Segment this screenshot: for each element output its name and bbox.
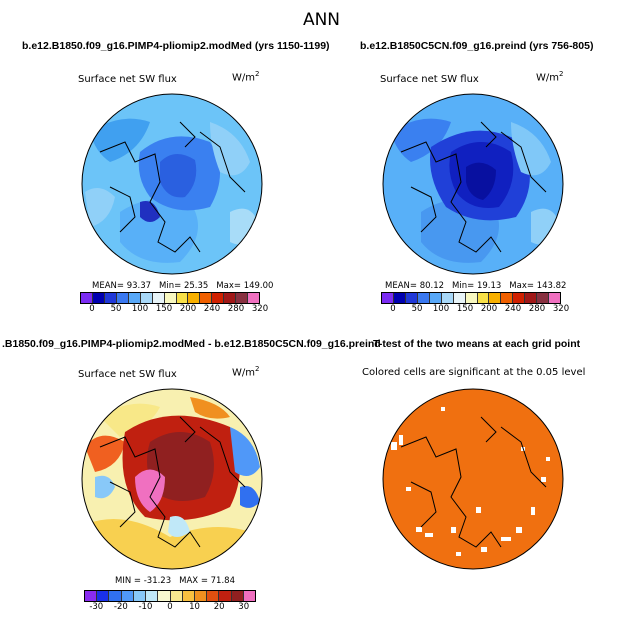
colorbar-swatch	[513, 293, 526, 303]
panel-2-stats: MEAN= 80.12 Min= 19.13 Max= 143.82	[385, 281, 567, 291]
colorbar-swatch	[549, 293, 561, 303]
colorbar-tick-label: 100	[131, 304, 149, 314]
panel-2-units: W/m2	[536, 70, 564, 84]
colorbar-swatch	[429, 293, 442, 303]
colorbar-swatch	[128, 293, 141, 303]
colorbar-swatch	[417, 293, 430, 303]
panel-4-polar-map	[382, 388, 564, 570]
panel-2-colorbar: 0 50 100 150 200 240 280 320	[381, 292, 569, 316]
colorbar-swatch	[489, 293, 502, 303]
panel-4-title: T-test of the two means at each grid poi…	[373, 338, 581, 350]
panel-3-colorbar: -30 -20 -10 0 10 20 30	[84, 590, 256, 614]
colorbar-swatch	[243, 591, 256, 601]
colorbar-swatch	[182, 591, 195, 601]
colorbar-tick-label: 280	[528, 304, 546, 314]
colorbar-tick-label: 240	[203, 304, 221, 314]
panel-1-colorbar: 0 50 100 150 200 240 280 320	[80, 292, 268, 316]
colorbar-swatch	[207, 591, 220, 601]
colorbar-tick-label: 20	[213, 602, 225, 612]
colorbar-tick-label: 50	[411, 304, 423, 314]
panel-2-variable-label: Surface net SW flux	[380, 74, 479, 85]
panel-1-stats: MEAN= 93.37 Min= 25.35 Max= 149.00	[92, 281, 274, 291]
colorbar-tick-label: 10	[189, 602, 200, 612]
colorbar-swatch	[188, 293, 201, 303]
colorbar-swatch	[219, 591, 232, 601]
colorbar-tick-label: 240	[504, 304, 522, 314]
panel-2-title: b.e12.B1850C5CN.f09_g16.preind (yrs 756-…	[360, 40, 594, 52]
colorbar-tick-label: 30	[238, 602, 250, 612]
panel-3-units: W/m2	[232, 365, 260, 379]
colorbar-swatch	[92, 293, 105, 303]
colorbar-tick-label: 320	[251, 304, 269, 314]
figure-title: ANN	[302, 10, 341, 30]
panel-3-variable-label: Surface net SW flux	[78, 369, 177, 380]
colorbar-swatch	[248, 293, 260, 303]
colorbar-swatch	[405, 293, 418, 303]
colorbar-swatch	[465, 293, 478, 303]
colorbar-swatch	[382, 293, 394, 303]
panel-1-variable-label: Surface net SW flux	[78, 74, 177, 85]
colorbar-swatch	[140, 293, 153, 303]
colorbar-swatch	[441, 293, 454, 303]
colorbar-tick-label: 0	[167, 602, 173, 612]
panel-4-variable-label: Colored cells are significant at the 0.0…	[362, 367, 586, 378]
colorbar-swatch	[200, 293, 213, 303]
panel-3-polar-map	[81, 388, 263, 570]
colorbar-swatch	[146, 591, 159, 601]
colorbar-swatch	[170, 591, 183, 601]
colorbar-swatch	[152, 293, 165, 303]
colorbar-swatch	[393, 293, 406, 303]
colorbar-swatch	[121, 591, 134, 601]
colorbar-swatch	[537, 293, 550, 303]
panel-1-units: W/m2	[232, 70, 260, 84]
panel-3-stats: MIN = -31.23 MAX = 71.84	[115, 576, 235, 586]
colorbar-swatch	[231, 591, 244, 601]
colorbar-swatch	[525, 293, 538, 303]
colorbar-swatch	[97, 591, 110, 601]
colorbar-swatch	[116, 293, 129, 303]
panel-3-title: .B1850.f09_g16.PIMP4-pliomip2.modMed - b…	[2, 338, 381, 350]
colorbar-swatch	[453, 293, 466, 303]
colorbar-tick-label: 0	[89, 304, 95, 314]
colorbar-tick-label: 200	[480, 304, 498, 314]
colorbar-tick-label: -20	[113, 602, 128, 612]
colorbar-swatch	[85, 591, 98, 601]
colorbar-tick-label: 50	[110, 304, 122, 314]
colorbar-tick-label: 150	[155, 304, 173, 314]
colorbar-swatch	[224, 293, 237, 303]
colorbar-tick-label: 0	[390, 304, 396, 314]
colorbar-swatch	[194, 591, 208, 601]
colorbar-tick-label: 150	[456, 304, 474, 314]
colorbar-swatch	[477, 293, 490, 303]
colorbar-swatch	[109, 591, 122, 601]
colorbar-swatch	[104, 293, 117, 303]
panel-1-polar-map	[81, 93, 263, 275]
colorbar-swatch	[164, 293, 177, 303]
colorbar-swatch	[212, 293, 225, 303]
colorbar-swatch	[176, 293, 189, 303]
colorbar-swatch	[133, 591, 147, 601]
colorbar-tick-label: 100	[432, 304, 450, 314]
colorbar-swatch	[158, 591, 171, 601]
colorbar-tick-label: 280	[227, 304, 245, 314]
colorbar-tick-label: 200	[179, 304, 197, 314]
colorbar-swatch	[236, 293, 249, 303]
panel-2-polar-map	[382, 93, 564, 275]
panel-1-title: b.e12.B1850.f09_g16.PIMP4-pliomip2.modMe…	[22, 40, 330, 52]
colorbar-tick-label: 320	[552, 304, 570, 314]
colorbar-swatch	[81, 293, 93, 303]
colorbar-swatch	[501, 293, 514, 303]
colorbar-tick-label: -30	[89, 602, 104, 612]
colorbar-tick-label: -10	[138, 602, 153, 612]
